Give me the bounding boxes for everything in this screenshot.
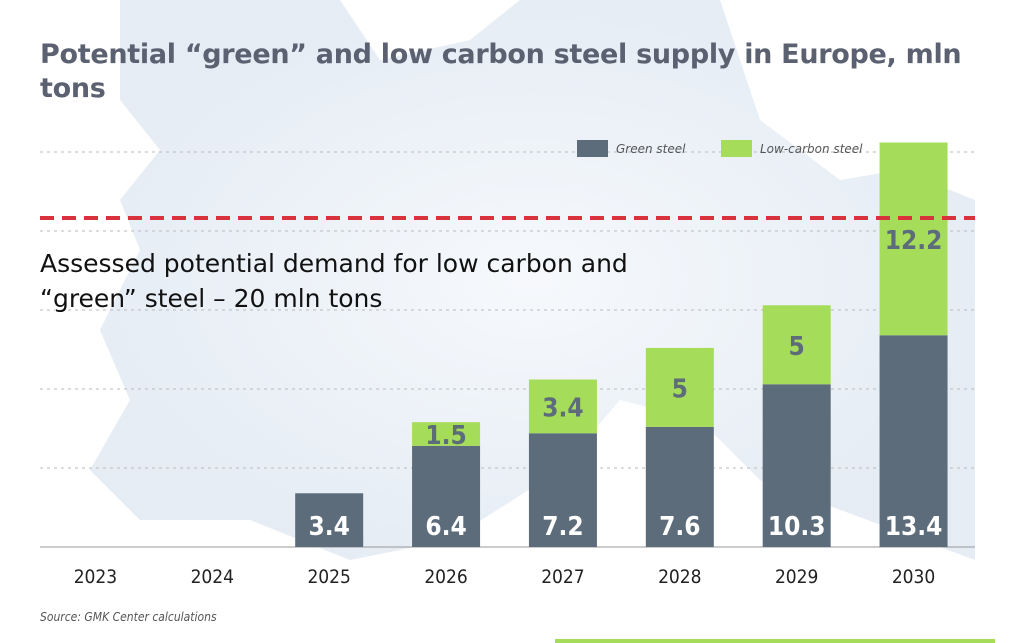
source-note: Source: GMK Center calculations [40,610,217,624]
bar-green-steel-2030 [879,335,948,547]
data-label: 3.4 [308,512,349,542]
bar-low-carbon-steel-2027 [528,379,597,434]
bar-green-steel-2026 [412,445,481,547]
x-tick-label: 2028 [658,566,702,588]
legend-item-low-carbon-steel: Low-carbon steel [721,140,863,157]
data-label: 5 [672,374,688,404]
data-label: 6.4 [425,512,466,542]
x-tick-label: 2024 [191,566,235,588]
data-label: 7.6 [659,512,700,542]
x-tick-label: 2029 [775,566,819,588]
chart-title: Potential “green” and low carbon steel s… [40,39,962,104]
data-label: 1.5 [425,421,466,451]
x-tick-label: 2030 [892,566,936,588]
x-tick-label: 2026 [424,566,468,588]
x-tick-label: 2025 [307,566,351,588]
data-label: 13.4 [885,512,943,542]
data-label: 10.3 [768,512,826,542]
legend-item-green-steel: Green steel [577,140,685,157]
data-label: 12.2 [885,226,943,256]
legend-swatch [721,140,752,157]
x-tick-label: 2023 [74,566,118,588]
bar-green-steel-2027 [528,433,597,547]
reference-line-label: Assessed potential demand for low carbon… [40,249,628,313]
bar-low-carbon-steel-2026 [412,422,481,446]
data-label: 3.4 [542,393,583,423]
bar-low-carbon-steel-2028 [645,347,714,427]
data-label: 7.2 [542,512,583,542]
legend-label: Low-carbon steel [760,141,863,156]
bar-green-steel-2029 [762,384,831,547]
bar-green-steel-2025 [295,493,364,547]
bar-low-carbon-steel-2029 [762,305,831,385]
legend-label: Green steel [616,141,686,156]
bar-low-carbon-steel-2030 [879,142,948,336]
x-tick-label: 2027 [541,566,585,588]
legend-swatch [577,140,608,157]
data-label: 5 [789,332,805,362]
bar-green-steel-2028 [645,426,714,547]
decorative-bar [555,639,995,643]
